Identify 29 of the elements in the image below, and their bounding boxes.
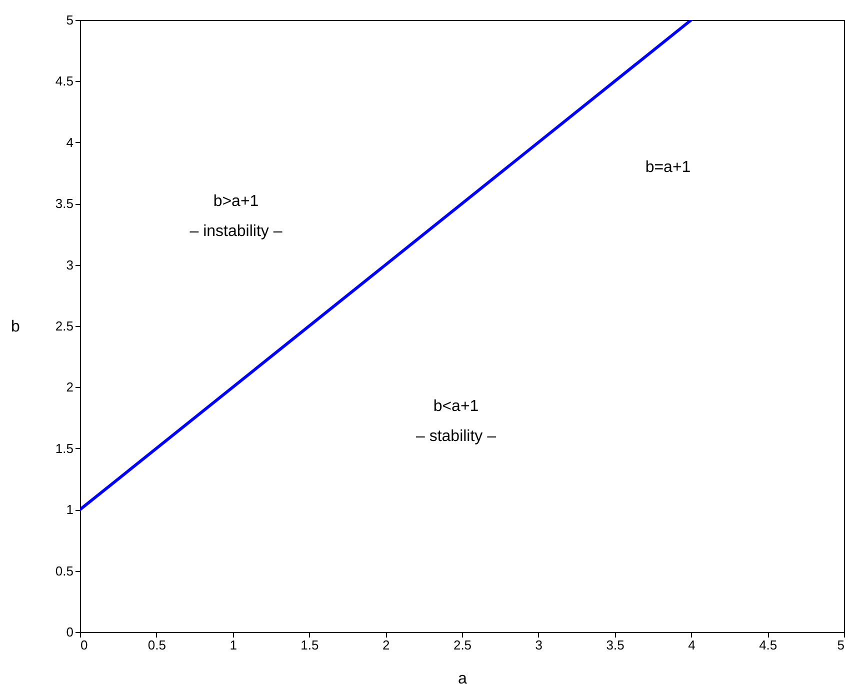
y-tick-label: 1	[66, 502, 74, 518]
y-tick-label: 2	[66, 380, 74, 395]
annotation: b<a+1	[433, 398, 479, 415]
y-tick-label: 5	[66, 12, 74, 28]
x-tick-label: 3.5	[606, 638, 624, 652]
x-tick-label: 2.5	[453, 638, 472, 652]
x-tick-label: 4	[688, 638, 696, 652]
x-tick-label: 1.5	[300, 638, 319, 652]
annotation: – instability –	[190, 223, 282, 240]
y-tick-label: 0.5	[55, 563, 74, 578]
y-axis-title: b	[10, 318, 20, 336]
x-tick-label: 0	[80, 638, 88, 652]
x-tick-label: 0.5	[148, 638, 166, 652]
x-tick-label: 3	[535, 638, 543, 652]
x-tick-label: 5	[837, 638, 844, 652]
y-tick-label: 3.5	[55, 196, 74, 212]
y-tick-label: 4	[66, 134, 74, 150]
y-tick-label: 4.5	[55, 74, 74, 89]
annotation: b=a+1	[645, 159, 691, 176]
annotation: b>a+1	[213, 193, 259, 210]
y-tick-label: 2.5	[55, 318, 74, 334]
y-tick-label: 0	[66, 624, 74, 640]
x-tick-label: 2	[382, 638, 390, 652]
annotation: – stability –	[416, 428, 496, 445]
y-tick-label: 3	[66, 257, 74, 272]
y-tick-label: 1.5	[55, 440, 74, 456]
x-tick-label: 1	[230, 638, 237, 652]
x-tick-label: 4.5	[759, 638, 778, 652]
x-axis-title: a	[458, 670, 468, 688]
